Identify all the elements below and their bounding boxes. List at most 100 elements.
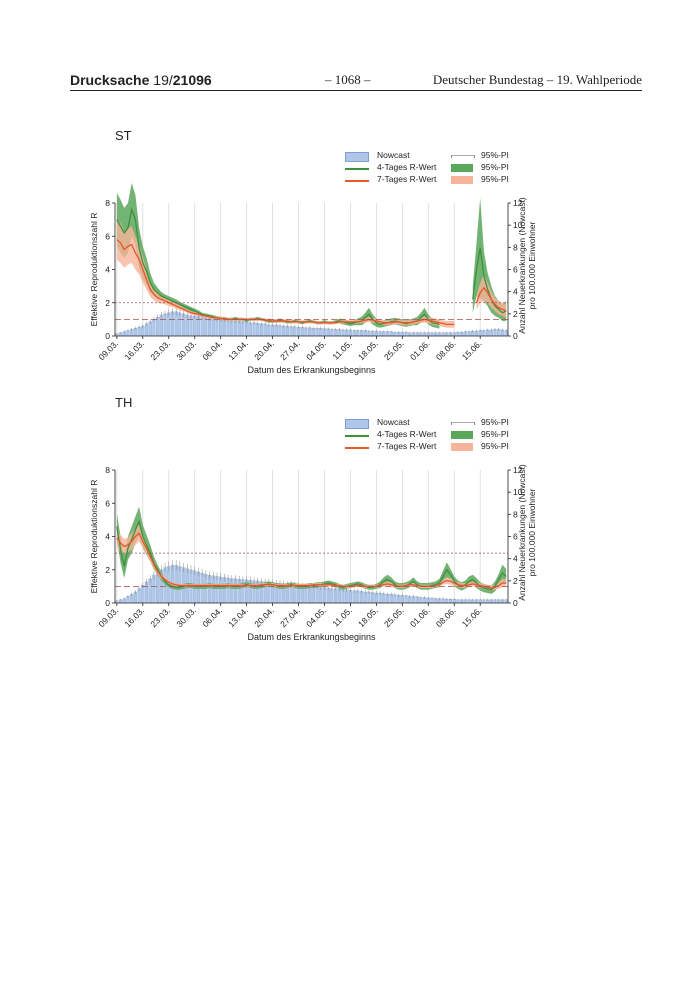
- chart-plot: 0 2 4 6 8 0 2 4 6 8 10 12 09.03. 16.03. 23.03. 30.03. 06…: [89, 183, 537, 375]
- x-tick-label: 06.04.: [200, 338, 224, 362]
- x-tick-label: 09.03.: [96, 605, 120, 629]
- y2-tick-label: 6: [513, 265, 518, 275]
- x-tick-label: 04.05.: [304, 605, 328, 629]
- nowcast-bar: [152, 575, 156, 604]
- y2-tick-label: 2: [513, 309, 518, 319]
- nowcast-bar: [237, 579, 241, 604]
- legend-swatch-line: [345, 180, 369, 182]
- y2-tick-label: 4: [513, 554, 518, 564]
- y-axis-label: Effektive Reproduktionszahl R: [89, 213, 99, 327]
- ci-band: [116, 524, 507, 591]
- y2-tick-label: 12: [513, 465, 523, 475]
- y2-tick-label: 4: [513, 287, 518, 297]
- y-tick-label: 2: [105, 298, 110, 308]
- nowcast-bar: [207, 575, 212, 604]
- x-tick-label: 23.03.: [148, 338, 172, 362]
- page-header: Drucksache 19/21096 – 1068 – Deutscher B…: [70, 72, 642, 91]
- y-tick-label: 4: [105, 265, 110, 275]
- y2-tick-label: 10: [513, 220, 523, 230]
- x-axis-label: Datum des Erkrankungsbeginns: [247, 365, 376, 375]
- y2-tick-label: 0: [513, 331, 518, 341]
- nowcast-bar: [204, 317, 208, 337]
- x-tick-label: 04.05.: [304, 338, 328, 362]
- y-tick-label: 6: [105, 498, 110, 508]
- x-tick-label: 30.03.: [174, 605, 198, 629]
- y2-axis-label: Anzahl Neuerkrankungen (Nowcast): [517, 464, 527, 601]
- nowcast-bar: [222, 577, 226, 604]
- nowcast-bar: [174, 311, 178, 337]
- legend-swatch-band: [451, 431, 473, 439]
- x-tick-label: 11.05.: [330, 605, 353, 628]
- series-line: [116, 532, 507, 589]
- legend-label: Nowcast: [377, 417, 410, 427]
- chart-plot: 0 2 4 6 8 0 2 4 6 8 10 12 09.03. 16.03. 23.03. 30.03. 06…: [89, 464, 537, 642]
- y-tick-label: 0: [105, 598, 110, 608]
- y-tick-label: 0: [105, 331, 110, 341]
- legend-label: 95%-PI: [481, 162, 509, 172]
- nowcast-bar: [156, 571, 160, 604]
- nowcast-bar: [178, 312, 182, 337]
- legend-swatch-errorbar: [451, 422, 475, 425]
- legend-label: 7-Tages R-Wert: [377, 441, 437, 451]
- legend-swatch-line: [345, 168, 369, 170]
- x-tick-label: 09.03.: [96, 338, 120, 362]
- x-tick-label: 11.05.: [330, 338, 353, 361]
- nowcast-bar: [159, 314, 163, 337]
- legend-swatch-line: [345, 447, 369, 449]
- legend-label: 95%-PI: [481, 150, 509, 160]
- y2-tick-label: 10: [513, 487, 523, 497]
- nowcast-bar: [219, 576, 223, 604]
- y2-axis-label: pro 100.000 Einwohner: [527, 488, 537, 576]
- x-tick-label: 08.06.: [434, 338, 458, 362]
- x-tick-label: 01.06.: [408, 338, 432, 362]
- nowcast-bar: [163, 313, 167, 337]
- legend-swatch-band: [451, 164, 473, 172]
- series-line: [116, 207, 440, 326]
- legend-label: 95%-PI: [481, 429, 509, 439]
- x-tick-label: 18.05.: [356, 338, 380, 362]
- x-tick-label: 20.04.: [252, 605, 276, 629]
- y-tick-label: 6: [105, 231, 110, 241]
- y2-tick-label: 12: [513, 198, 523, 208]
- nowcast-bar: [181, 313, 186, 337]
- legend-swatch-line: [345, 435, 369, 437]
- nowcast-bar: [167, 312, 171, 337]
- legend-swatch-band: [451, 176, 473, 184]
- x-tick-label: 16.03.: [122, 605, 146, 629]
- nowcast-bar: [170, 311, 175, 337]
- y-tick-label: 8: [105, 198, 110, 208]
- y2-tick-label: 0: [513, 598, 518, 608]
- legend-label: 95%-PI: [481, 174, 509, 184]
- chart-region-title: TH: [115, 395, 133, 410]
- x-tick-label: 27.04.: [278, 605, 302, 629]
- x-tick-label: 23.03.: [148, 605, 172, 629]
- nowcast-bar: [189, 315, 193, 337]
- legend-swatch-band: [451, 443, 473, 451]
- legend-label: 95%-PI: [481, 417, 509, 427]
- nowcast-bar: [144, 581, 149, 604]
- legend-label: Nowcast: [377, 150, 410, 160]
- chart-panel-th: TH Nowcast 4-Tages R-Wert 7-Tages R-Wert…: [85, 395, 537, 642]
- legend-swatch-bar: [345, 152, 369, 162]
- x-tick-label: 18.05.: [356, 605, 380, 629]
- page-number: – 1068 –: [325, 72, 371, 87]
- x-tick-label: 01.06.: [408, 605, 432, 629]
- legend-label: 4-Tages R-Wert: [377, 429, 437, 439]
- chart-panel-st: ST Nowcast 4-Tages R-Wert 7-Tages R-Wert…: [85, 128, 537, 375]
- series-line: [475, 286, 507, 312]
- ci-band: [116, 219, 455, 328]
- nowcast-bar: [230, 578, 234, 604]
- ci-band: [116, 183, 440, 329]
- x-tick-label: 13.04.: [226, 338, 250, 362]
- x-tick-label: 30.03.: [174, 338, 198, 362]
- legend-label: 7-Tages R-Wert: [377, 174, 437, 184]
- x-tick-label: 15.06.: [460, 338, 484, 362]
- x-tick-label: 06.04.: [200, 605, 224, 629]
- nowcast-bar: [193, 315, 197, 337]
- x-tick-label: 08.06.: [434, 605, 458, 629]
- y2-axis-label: pro 100.000 Einwohner: [527, 221, 537, 309]
- y-tick-label: 8: [105, 465, 110, 475]
- x-axis-label: Datum des Erkrankungsbeginns: [247, 632, 376, 642]
- y2-tick-label: 2: [513, 576, 518, 586]
- nowcast-bar: [185, 314, 189, 337]
